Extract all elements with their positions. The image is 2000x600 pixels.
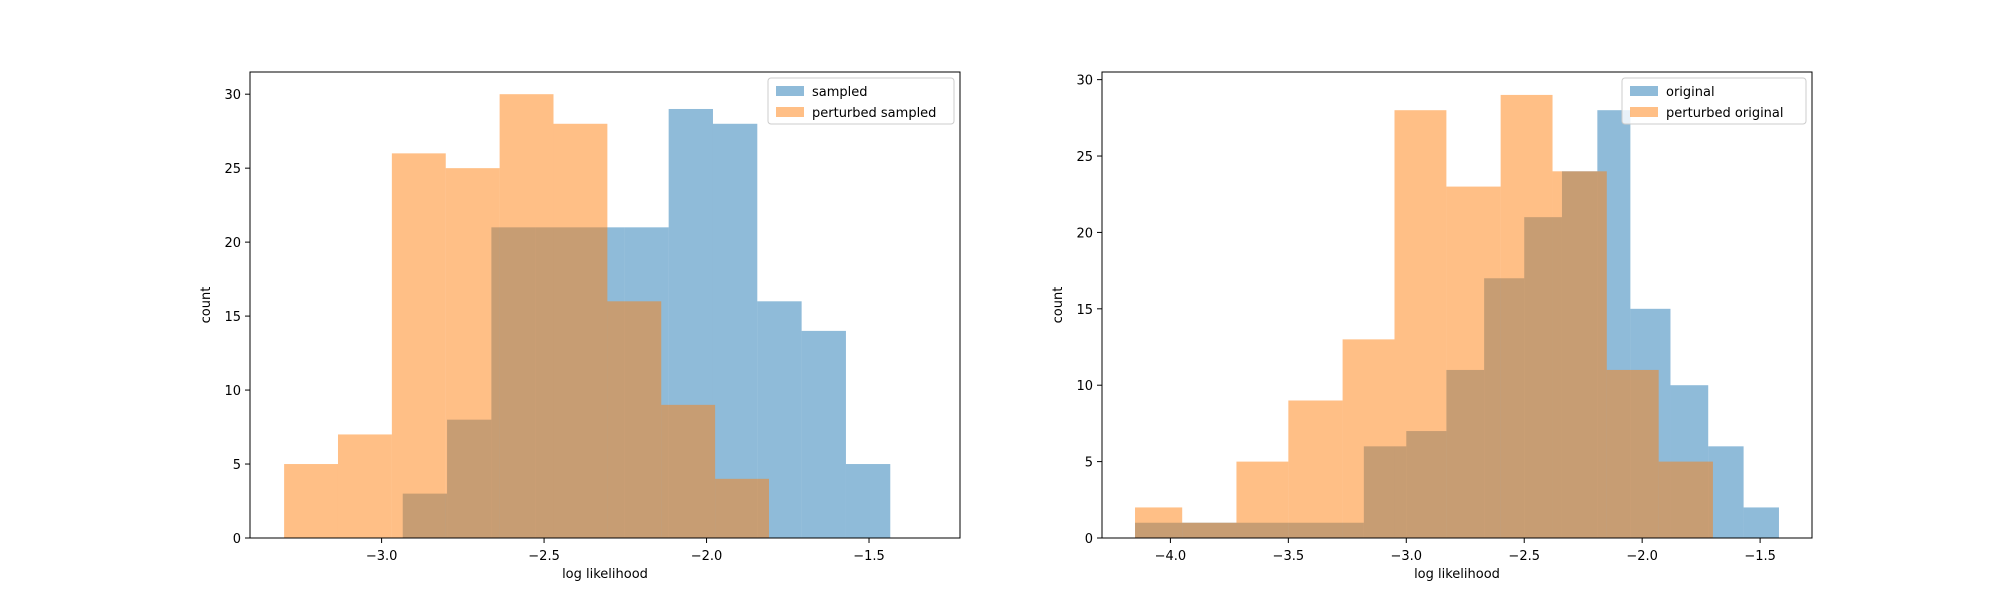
x-tick-label: −3.0 [1390, 549, 1422, 564]
series-perturbed-original [1135, 94, 1713, 539]
x-tick-label: −2.0 [691, 549, 723, 564]
y-tick-label: 30 [224, 88, 241, 103]
x-tick-label: −3.5 [1273, 549, 1305, 564]
histogram-bar [553, 123, 608, 539]
y-tick-label: 0 [233, 532, 241, 547]
y-tick-label: 5 [233, 458, 241, 473]
histogram-bar [661, 404, 716, 538]
y-tick-label: 10 [1076, 379, 1093, 394]
x-tick-label: −2.5 [1508, 549, 1540, 564]
x-tick-label: −2.5 [528, 549, 560, 564]
y-tick-label: 25 [1076, 150, 1093, 165]
histogram-bar [801, 330, 846, 538]
legend-swatch [1630, 86, 1658, 96]
chart-panel-2: −4.0 −3.5 −3.0 −2.5 −2.0 −1.5 0 5 10 15 20 25 30 log … [1051, 71, 1813, 582]
histogram-bar [284, 464, 338, 538]
histogram-bar [1708, 446, 1744, 538]
series-perturbed-sampled [284, 94, 769, 539]
histogram-bar [337, 434, 392, 538]
y-tick-label: 5 [1085, 456, 1093, 471]
legend-label: original [1666, 85, 1715, 100]
y-tick-label: 25 [224, 162, 241, 177]
x-tick-label: −1.5 [853, 549, 885, 564]
x-axis-label: log likelihood [1414, 567, 1500, 582]
legend: original perturbed original [1621, 77, 1807, 125]
y-tick-label: 15 [1076, 303, 1093, 318]
axes-frame [1101, 71, 1813, 539]
legend-label: perturbed sampled [812, 106, 936, 121]
axes-frame [249, 71, 961, 539]
histogram-bar [1135, 507, 1183, 538]
y-axis-label: count [1051, 287, 1066, 324]
histogram-bar [1394, 110, 1447, 539]
histogram-bar [1658, 461, 1713, 538]
x-tick-label: −3.0 [366, 549, 398, 564]
legend-label: perturbed original [1666, 106, 1784, 121]
y-axis-label: count [199, 287, 214, 324]
legend-box [1621, 77, 1807, 125]
histogram-bar [712, 123, 758, 539]
y-tick-label: 10 [224, 384, 241, 399]
histogram-bar [1446, 186, 1501, 539]
x-tick-label: −2.0 [1626, 549, 1658, 564]
histogram-bar [391, 153, 446, 538]
histogram-bar [1552, 171, 1607, 539]
legend-swatch [776, 86, 804, 96]
histogram-bar [1236, 461, 1289, 538]
histogram-bar [1500, 94, 1553, 538]
y-tick-label: 30 [1076, 74, 1093, 89]
legend-label: sampled [812, 85, 868, 100]
y-tick-label: 20 [224, 236, 241, 251]
y-tick-label: 20 [1076, 226, 1093, 241]
x-tick-label: −4.0 [1155, 549, 1187, 564]
histogram-bar [607, 301, 662, 538]
x-tick-label: −1.5 [1744, 549, 1776, 564]
histogram-bar [1288, 400, 1343, 538]
legend: sampled perturbed sampled [767, 77, 955, 125]
chart-panel-1: −3.0 −2.5 −2.0 −1.5 0 5 10 15 20 25 30 log likeliho… [199, 71, 961, 582]
histogram-bar [1606, 369, 1659, 538]
histogram-bar [845, 464, 891, 538]
y-tick-label: 15 [224, 310, 241, 325]
legend-box [767, 77, 955, 125]
histogram-bar [445, 168, 500, 538]
histogram-bar [715, 478, 769, 538]
x-axis-label: log likelihood [562, 567, 648, 582]
histogram-bar [1182, 522, 1237, 538]
legend-swatch [776, 107, 804, 117]
legend-swatch [1630, 107, 1658, 117]
histogram-bar [1342, 339, 1395, 538]
y-tick-label: 0 [1085, 532, 1093, 547]
histogram-bar [499, 94, 554, 538]
histogram-bar [1743, 507, 1779, 538]
